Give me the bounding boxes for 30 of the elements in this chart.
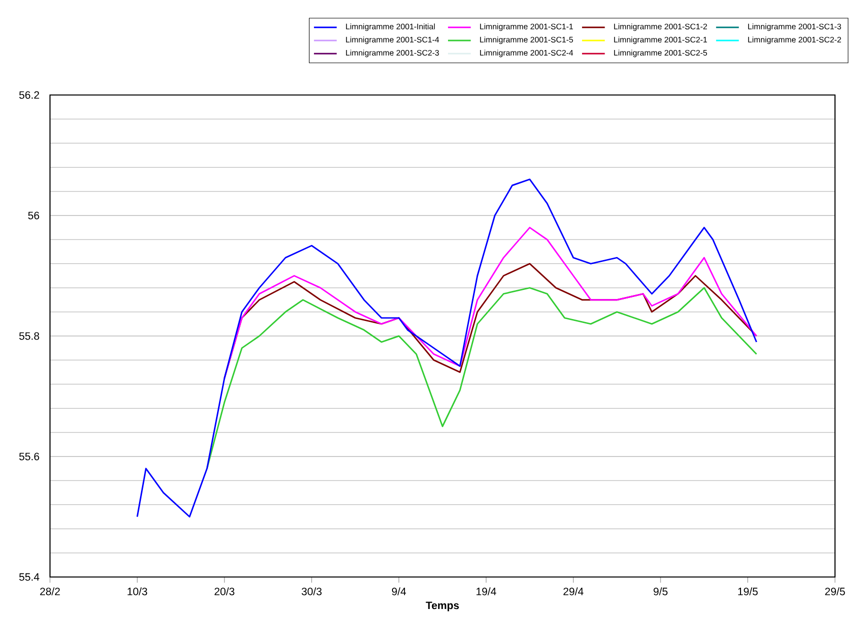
legend-label: Limnigramme 2001-SC2-1 <box>614 36 707 44</box>
legend-label: Limnigramme 2001-Initial <box>346 23 435 31</box>
line-series <box>206 287 758 470</box>
x-tick-label: 29/4 <box>563 587 584 596</box>
legend-label: Limnigramme 2001-SC1-3 <box>748 23 842 31</box>
x-tick-label: 9/4 <box>392 587 406 596</box>
legend-label: Limnigramme 2001-SC1-4 <box>346 36 440 44</box>
legend-label: Limnigramme 2001-SC2-4 <box>480 50 574 58</box>
x-tick-label: 30/3 <box>302 587 322 596</box>
line-series <box>136 178 758 518</box>
legend-label: Limnigramme 2001-SC1-2 <box>614 23 707 31</box>
x-tick-label: 20/3 <box>214 587 234 596</box>
legend-label: Limnigramme 2001-SC2-3 <box>346 50 439 58</box>
legend-label: Limnigramme 2001-SC1-1 <box>480 23 573 31</box>
y-tick-label: 56.2 <box>19 91 40 99</box>
y-tick-label: 55.4 <box>19 573 40 581</box>
x-tick-label: 10/3 <box>128 587 148 596</box>
x-tick-label: 28/2 <box>40 587 60 596</box>
y-tick-label: 56 <box>28 212 40 220</box>
x-tick-label: 19/5 <box>738 587 758 596</box>
y-tick-label: 55.6 <box>19 452 40 460</box>
legend-label: Limnigramme 2001-SC2-2 <box>748 36 841 44</box>
x-tick-label: 19/4 <box>476 587 496 596</box>
legend-label: Limnigramme 2001-SC1-5 <box>480 36 573 44</box>
legend-label: Limnigramme 2001-SC2-5 <box>614 50 708 58</box>
line-series <box>224 226 758 379</box>
x-tick-label: 9/5 <box>654 587 668 596</box>
x-axis-title: Temps <box>426 602 459 612</box>
x-tick-label: 29/5 <box>825 587 845 596</box>
y-tick-label: 55.8 <box>19 332 40 340</box>
